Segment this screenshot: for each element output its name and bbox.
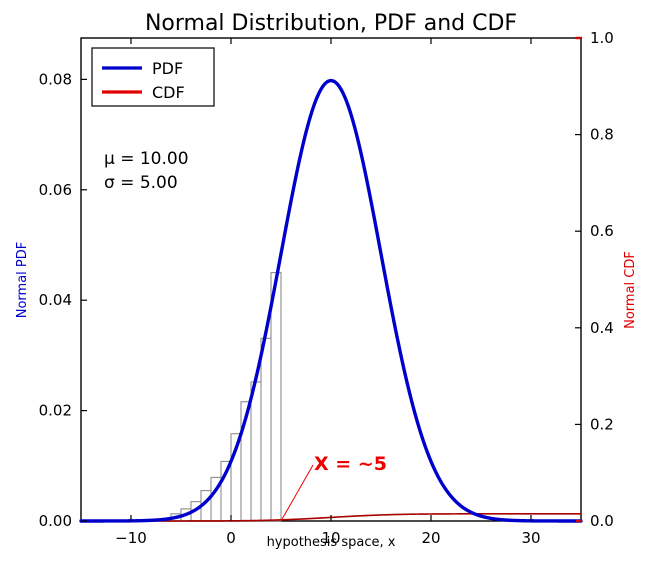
legend: PDF CDF xyxy=(91,47,215,107)
x-tick-label: −10 xyxy=(115,529,147,547)
y-tick-label-right: 1.0 xyxy=(590,29,614,47)
y-axis-left-ticks: 0.00 0.02 0.04 0.06 0.08 xyxy=(39,70,87,530)
y-tick-label-right: 0.8 xyxy=(590,126,614,144)
x-tick-label: 0 xyxy=(226,529,236,547)
legend-box xyxy=(91,47,215,107)
x-value-annotation: X = ~5 xyxy=(314,453,387,475)
y-tick-label-right: 0.2 xyxy=(590,415,614,433)
y-tick-label-left: 0.00 xyxy=(39,512,72,530)
y-axis-right-label: Normal CDF xyxy=(623,251,638,329)
x-axis-ticks: −10 0 10 20 30 xyxy=(115,38,541,547)
y-axis-left-label: Normal PDF xyxy=(15,242,30,319)
legend-label-pdf: PDF xyxy=(152,59,183,78)
y-tick-label-left: 0.04 xyxy=(39,291,72,309)
chart-title: Normal Distribution, PDF and CDF xyxy=(145,11,517,36)
mu-annotation: μ = 10.00 xyxy=(104,149,189,169)
y-tick-label-left: 0.08 xyxy=(39,70,72,88)
y-tick-label-right: 0.6 xyxy=(590,222,614,240)
annotation-leader-line xyxy=(280,464,314,522)
pdf-curve xyxy=(79,78,583,523)
x-tick-label: 30 xyxy=(521,529,540,547)
y-tick-label-right: 0.4 xyxy=(590,319,614,337)
y-tick-label-left: 0.02 xyxy=(39,402,72,420)
x-axis-label: hypothesis space, x xyxy=(267,535,396,550)
sigma-annotation: σ = 5.00 xyxy=(104,173,178,193)
y-tick-label-left: 0.06 xyxy=(39,181,72,199)
y-axis-right-ticks: 0.0 0.2 0.4 0.6 0.8 1.0 xyxy=(575,29,614,530)
x-tick-label: 20 xyxy=(421,529,440,547)
y-tick-label-right: 0.0 xyxy=(590,512,614,530)
legend-label-cdf: CDF xyxy=(152,83,185,102)
x-tick-label: 10 xyxy=(321,529,340,547)
